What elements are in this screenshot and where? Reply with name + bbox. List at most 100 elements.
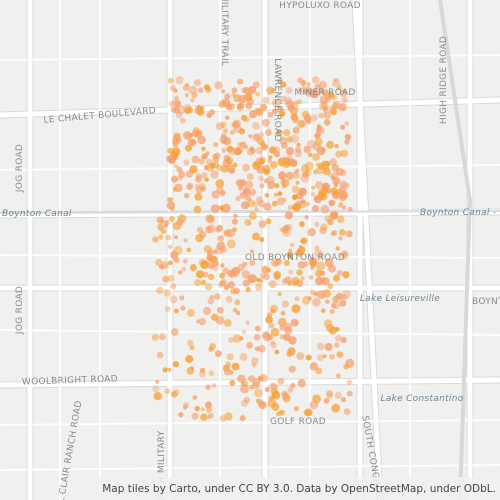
point: [156, 216, 164, 224]
point: [198, 317, 206, 326]
point: [243, 396, 250, 403]
point: [211, 383, 217, 388]
point: [212, 162, 220, 169]
point: [268, 395, 275, 401]
point: [237, 374, 246, 383]
point: [318, 252, 325, 259]
point: [263, 168, 271, 176]
point: [289, 159, 294, 165]
point: [249, 259, 256, 266]
point: [283, 322, 293, 332]
point: [291, 304, 301, 313]
point: [236, 102, 245, 111]
point: [303, 145, 311, 154]
point: [251, 357, 259, 365]
point: [252, 81, 260, 89]
point: [327, 283, 334, 290]
map-label: OLD BOYNTON ROAD: [245, 253, 345, 263]
point: [235, 310, 241, 316]
point: [315, 196, 320, 201]
point: [276, 129, 283, 136]
point: [224, 412, 233, 421]
point: [343, 408, 351, 416]
point: [259, 237, 265, 243]
point: [310, 265, 315, 270]
point: [332, 79, 341, 88]
point: [284, 211, 294, 220]
point: [207, 248, 214, 255]
point: [269, 304, 279, 314]
point: [194, 279, 202, 287]
point: [167, 147, 174, 155]
point: [338, 236, 343, 241]
point: [217, 282, 223, 288]
point: [199, 370, 206, 378]
point: [167, 367, 172, 372]
map-label: Boynton Canal: [2, 209, 72, 219]
point: [210, 204, 220, 213]
point: [215, 227, 222, 233]
point: [156, 351, 164, 359]
point: [233, 273, 239, 278]
point: [209, 343, 216, 350]
point: [215, 179, 225, 188]
point: [155, 258, 163, 267]
point: [323, 109, 328, 114]
point: [214, 152, 221, 159]
point: [210, 170, 219, 179]
point: [331, 403, 341, 413]
point: [335, 150, 343, 158]
point: [165, 306, 171, 312]
point: [316, 261, 326, 271]
point: [324, 258, 334, 268]
point: [316, 124, 322, 129]
map-label: HYPOLUXO ROAD: [279, 1, 361, 11]
point: [196, 226, 203, 233]
point: [163, 220, 170, 226]
point: [273, 260, 281, 267]
point: [205, 225, 213, 234]
point: [195, 270, 205, 279]
point: [232, 334, 242, 343]
point: [307, 228, 316, 237]
point: [195, 176, 202, 183]
point: [298, 119, 307, 128]
point: [335, 292, 344, 300]
point: [263, 202, 272, 211]
point: [325, 299, 330, 304]
point: [326, 390, 333, 397]
point: [298, 244, 304, 250]
point: [256, 137, 265, 145]
point: [292, 126, 300, 134]
point: [207, 224, 217, 234]
point: [217, 306, 224, 314]
map-label: MILITARY TRAIL: [219, 0, 229, 66]
point: [191, 129, 200, 138]
point: [262, 332, 272, 342]
point: [258, 220, 267, 229]
point: [265, 218, 272, 225]
point: [170, 250, 178, 259]
point: [248, 211, 257, 220]
point: [200, 413, 208, 421]
point: [304, 215, 309, 220]
point: [261, 265, 270, 274]
point: [163, 289, 172, 297]
point: [180, 305, 186, 311]
point: [311, 205, 319, 212]
point: [282, 228, 291, 237]
point: [314, 133, 319, 138]
point: [308, 275, 314, 280]
point: [199, 183, 206, 190]
point: [256, 277, 261, 283]
point: [257, 199, 266, 208]
point: [191, 155, 200, 164]
point: [274, 349, 280, 355]
point: [258, 344, 266, 353]
point: [206, 406, 212, 413]
point: [311, 185, 316, 190]
point: [173, 235, 179, 240]
point: [310, 191, 316, 197]
point: [335, 246, 340, 251]
